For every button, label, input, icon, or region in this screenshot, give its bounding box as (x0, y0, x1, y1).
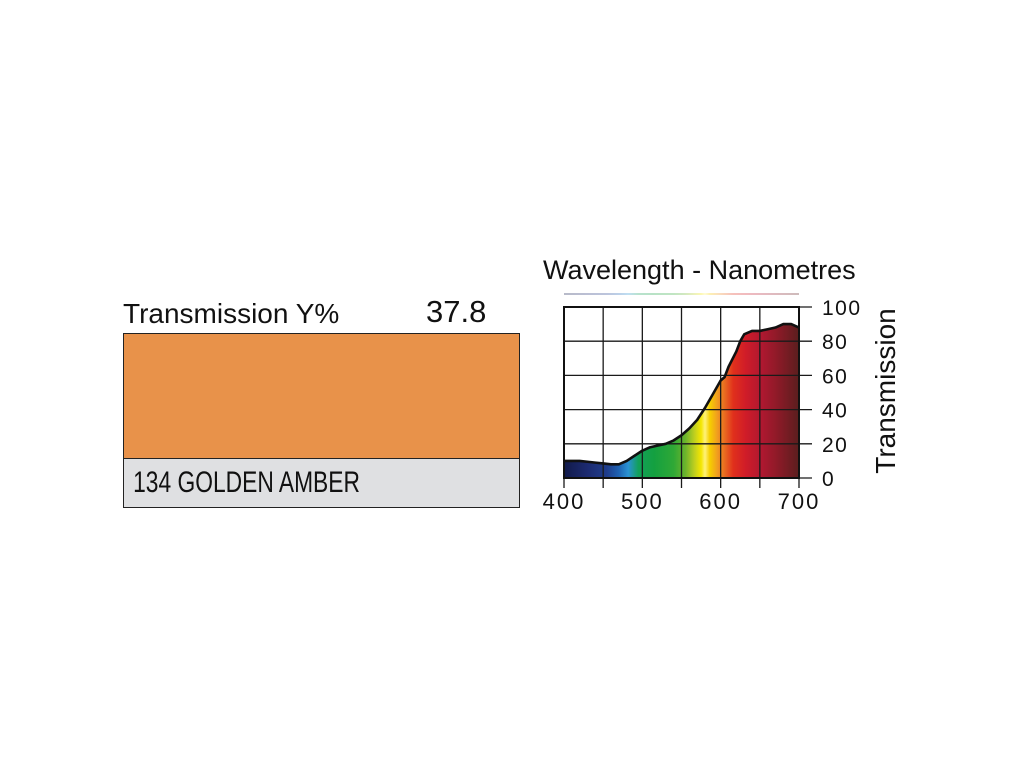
filter-swatch-card: 134 GOLDEN AMBER (123, 333, 520, 508)
x-tick-label-400: 400 (543, 489, 586, 514)
color-swatch (124, 334, 519, 459)
filter-name: 134 GOLDEN AMBER (133, 466, 360, 499)
spectrum-strip (564, 293, 799, 295)
x-tick-label-500: 500 (621, 489, 664, 514)
y-tick-label-20: 20 (822, 434, 848, 457)
x-tick-label-700: 700 (778, 489, 821, 514)
y-tick-label-60: 60 (822, 365, 848, 388)
chart-ylabel: Transmission (870, 308, 901, 474)
y-tick-label-80: 80 (822, 331, 848, 354)
y-tick-label-100: 100 (822, 297, 862, 320)
transmission-area (564, 324, 799, 478)
y-tick-label-40: 40 (822, 400, 848, 423)
chart-xlabel: Wavelength - Nanometres (543, 255, 856, 285)
transmission-label: Transmission Y% (123, 298, 340, 329)
plot-frame (563, 306, 800, 479)
x-tick-label-600: 600 (699, 489, 742, 514)
transmission-value: 37.8 (426, 294, 487, 329)
filter-name-box: 134 GOLDEN AMBER (124, 459, 519, 507)
transmission-curve (564, 322, 800, 466)
y-tick-label-0: 0 (822, 468, 835, 491)
